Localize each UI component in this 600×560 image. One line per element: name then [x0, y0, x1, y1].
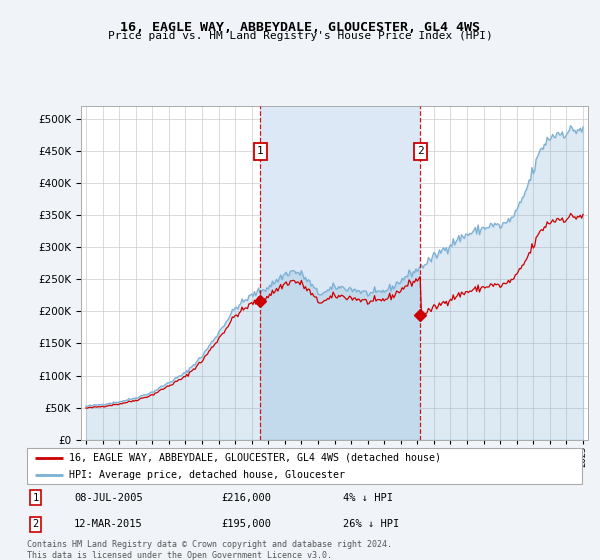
Text: 1: 1 [32, 493, 39, 503]
FancyBboxPatch shape [27, 448, 582, 484]
Text: 08-JUL-2005: 08-JUL-2005 [74, 493, 143, 503]
Text: HPI: Average price, detached house, Gloucester: HPI: Average price, detached house, Glou… [68, 470, 344, 479]
Text: Contains HM Land Registry data © Crown copyright and database right 2024.
This d: Contains HM Land Registry data © Crown c… [27, 540, 392, 560]
Text: 2: 2 [417, 146, 424, 156]
Bar [260, 106, 421, 440]
Text: 26% ↓ HPI: 26% ↓ HPI [343, 519, 400, 529]
Text: 2: 2 [32, 519, 39, 529]
Text: 1: 1 [257, 146, 263, 156]
Text: 4% ↓ HPI: 4% ↓ HPI [343, 493, 394, 503]
Text: Price paid vs. HM Land Registry's House Price Index (HPI): Price paid vs. HM Land Registry's House … [107, 31, 493, 41]
Text: £195,000: £195,000 [221, 519, 271, 529]
Text: 16, EAGLE WAY, ABBEYDALE, GLOUCESTER, GL4 4WS: 16, EAGLE WAY, ABBEYDALE, GLOUCESTER, GL… [120, 21, 480, 34]
Text: £216,000: £216,000 [221, 493, 271, 503]
Text: 16, EAGLE WAY, ABBEYDALE, GLOUCESTER, GL4 4WS (detached house): 16, EAGLE WAY, ABBEYDALE, GLOUCESTER, GL… [68, 453, 440, 463]
Text: 12-MAR-2015: 12-MAR-2015 [74, 519, 143, 529]
